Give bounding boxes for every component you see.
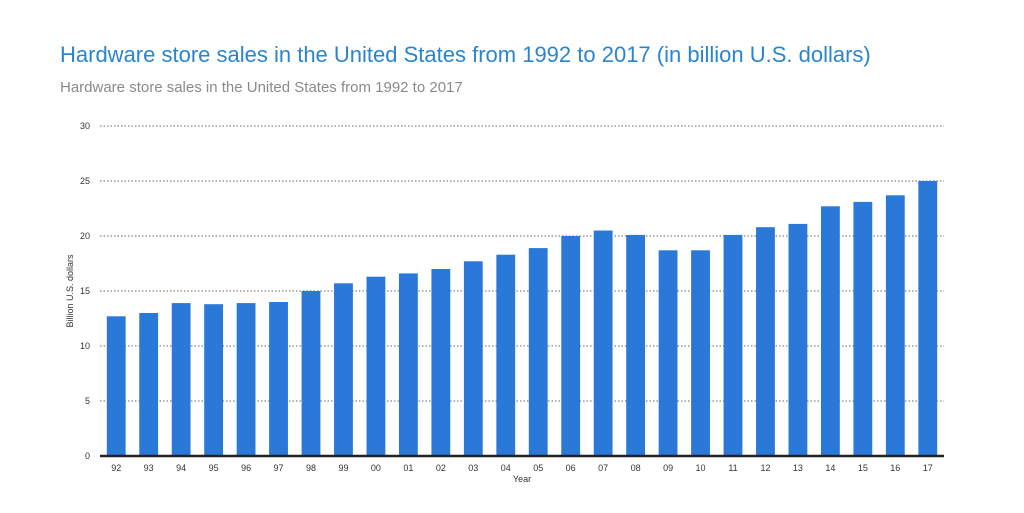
bar[interactable] [820,206,840,456]
x-tick-label: 07 [598,463,608,473]
y-tick-label: 20 [80,231,90,241]
bar[interactable] [853,201,873,456]
bar[interactable] [756,227,775,456]
bar[interactable] [366,276,386,456]
x-tick-label: 92 [111,463,121,473]
x-tick-label: 06 [566,463,576,473]
bars [106,181,938,457]
bar[interactable] [301,291,321,456]
x-tick-label: 09 [663,463,673,473]
bar[interactable] [918,181,938,456]
y-tick-label: 30 [80,121,90,131]
x-tick-label: 00 [371,463,381,473]
y-axis-title: Billion U.S. dollars [65,254,75,328]
x-axis-ticks: 92 93 94 95 96 97 98 99 00 01 02 03 04 05 06 07 08 09 10 11… [111,463,933,473]
bar[interactable] [593,230,613,457]
bar[interactable] [658,250,678,456]
x-tick-label: 14 [825,463,835,473]
bar[interactable] [528,248,548,456]
x-tick-label: 96 [241,463,251,473]
x-tick-label: 12 [760,463,770,473]
chart-subtitle: Hardware store sales in the United State… [60,79,463,96]
bar[interactable] [236,303,256,456]
x-tick-label: 17 [923,463,933,473]
x-tick-label: 02 [436,463,446,473]
bar[interactable] [463,261,483,456]
y-tick-label: 15 [80,286,90,296]
x-tick-label: 01 [403,463,413,473]
x-tick-label: 04 [501,463,511,473]
x-tick-label: 97 [274,463,284,473]
x-tick-label: 98 [306,463,316,473]
bar[interactable] [885,195,905,457]
x-tick-label: 13 [793,463,803,473]
bar[interactable] [561,236,581,456]
x-tick-label: 08 [631,463,641,473]
x-tick-label: 16 [890,463,900,473]
x-axis-title: Year [513,474,531,484]
bar[interactable] [431,269,451,456]
y-tick-label: 0 [85,451,90,461]
bar[interactable] [106,316,126,456]
y-tick-label: 5 [85,396,90,406]
bar[interactable] [204,304,224,456]
y-axis-ticks: 0 5 10 15 20 25 30 [80,121,90,461]
y-tick-label: 25 [80,176,90,186]
chart-title: Hardware store sales in the United State… [60,42,871,67]
x-tick-label: 95 [209,463,219,473]
x-tick-label: 94 [176,463,186,473]
bar[interactable] [269,302,288,456]
x-tick-label: 99 [338,463,348,473]
x-tick-label: 15 [858,463,868,473]
gridlines [100,125,944,402]
bar[interactable] [139,313,159,456]
x-tick-label: 05 [533,463,543,473]
bar[interactable] [398,273,418,456]
bar[interactable] [496,254,516,456]
bar[interactable] [788,223,808,456]
bar[interactable] [171,303,191,456]
bar[interactable] [334,283,353,456]
x-tick-label: 03 [468,463,478,473]
x-tick-label: 11 [728,463,737,473]
x-tick-label: 10 [696,463,706,473]
x-tick-label: 93 [144,463,154,473]
bar[interactable] [626,234,646,456]
bar[interactable] [723,234,743,456]
y-tick-label: 10 [80,341,90,351]
bar[interactable] [691,250,710,456]
